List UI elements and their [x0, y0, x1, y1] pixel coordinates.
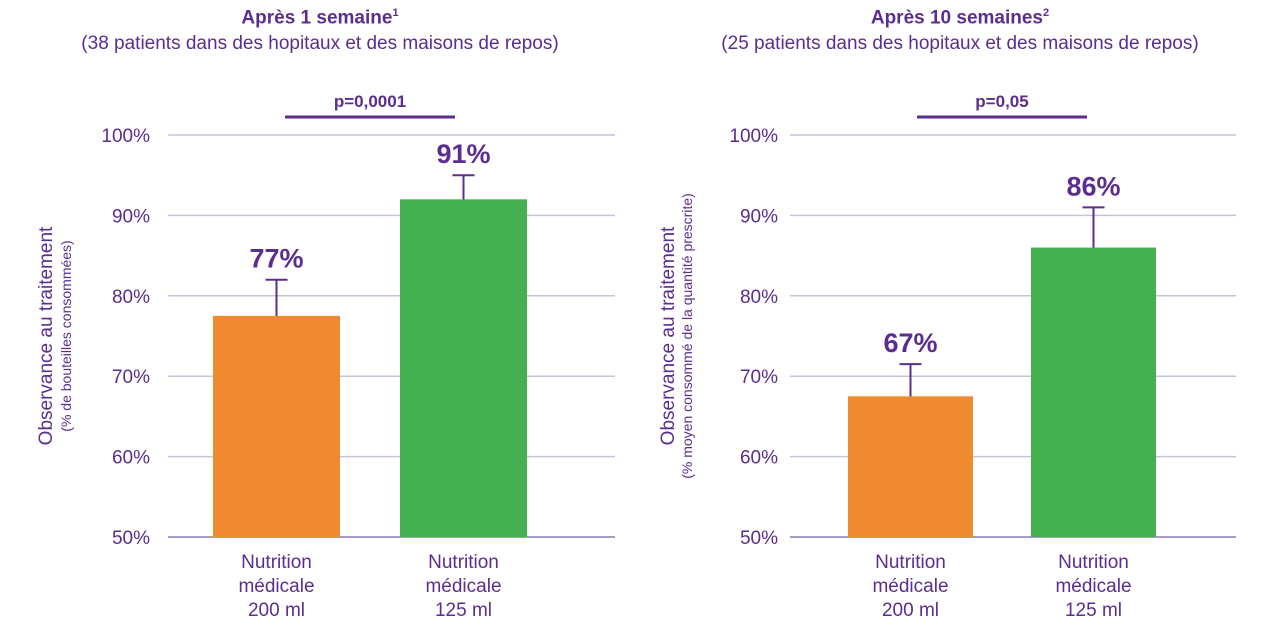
bar-value-label: 67% — [883, 328, 937, 358]
y-tick-label: 90% — [740, 206, 778, 227]
category-label: 200 ml — [882, 600, 939, 621]
y-tick-label: 90% — [112, 206, 150, 227]
chart-title-footnote: 1 — [392, 7, 399, 19]
bar — [848, 396, 973, 537]
significance-label: p=0,05 — [975, 92, 1028, 111]
y-tick-label: 100% — [101, 126, 150, 147]
bar — [400, 199, 527, 537]
chart-title: Après 1 semaine1 — [0, 7, 640, 29]
y-axis-sublabel: (% de bouteilles consommées) — [58, 240, 74, 431]
category-label: médicale — [872, 576, 948, 597]
chart-title-block: Après 10 semaines2 (25 patients dans des… — [640, 0, 1280, 55]
category-label: médicale — [1055, 576, 1131, 597]
category-label: médicale — [425, 576, 501, 597]
bar-value-label: 77% — [249, 244, 303, 274]
y-tick-label: 60% — [740, 448, 778, 469]
y-tick-label: 50% — [112, 528, 150, 549]
y-axis-sublabel: (% moyen consommé de la quantité prescri… — [679, 193, 695, 479]
significance-label: p=0,0001 — [334, 92, 406, 111]
bar — [213, 315, 340, 537]
y-tick-label: 70% — [740, 367, 778, 388]
chart-panel-week-1: Après 1 semaine1 (38 patients dans des h… — [0, 0, 640, 621]
y-tick-label: 100% — [729, 126, 778, 147]
bar — [1031, 247, 1156, 537]
chart-title: Après 10 semaines2 — [640, 7, 1280, 29]
chart-title-footnote: 2 — [1043, 7, 1050, 19]
category-label: 200 ml — [248, 600, 305, 621]
category-label: Nutrition — [1058, 552, 1129, 573]
chart-title-block: Après 1 semaine1 (38 patients dans des h… — [0, 0, 640, 55]
category-label: médicale — [238, 576, 314, 597]
chart-panel-week-10: Après 10 semaines2 (25 patients dans des… — [640, 0, 1280, 639]
y-tick-label: 70% — [112, 367, 150, 388]
category-label: Nutrition — [428, 552, 499, 573]
category-label: 125 ml — [1065, 600, 1122, 621]
chart-subtitle: (38 patients dans des hopitaux et des ma… — [81, 33, 559, 55]
bar-value-label: 86% — [1066, 171, 1120, 201]
bar-chart-week-1: 50% 60% 70% 80% 90% 100% Observance au traitem… — [36, 92, 615, 621]
category-label: 125 ml — [435, 600, 492, 621]
category-label: Nutrition — [241, 552, 312, 573]
bar-value-label: 91% — [436, 139, 490, 169]
y-tick-label: 60% — [112, 448, 150, 469]
y-axis-label: Observance au traitement — [658, 226, 679, 445]
y-tick-label: 80% — [112, 287, 150, 308]
chart-title-text: Après 10 semaines — [870, 7, 1044, 29]
category-label: Nutrition — [875, 552, 946, 573]
bar-chart-week-10: 50% 60% 70% 80% 90% 100% Observance au traitem… — [658, 92, 1236, 621]
chart-subtitle: (25 patients dans des hopitaux et des ma… — [721, 33, 1199, 55]
y-tick-label: 50% — [740, 528, 778, 549]
y-tick-label: 80% — [740, 287, 778, 308]
chart-title-text: Après 1 semaine — [241, 7, 393, 29]
y-axis-label: Observance au traitement — [36, 226, 57, 445]
